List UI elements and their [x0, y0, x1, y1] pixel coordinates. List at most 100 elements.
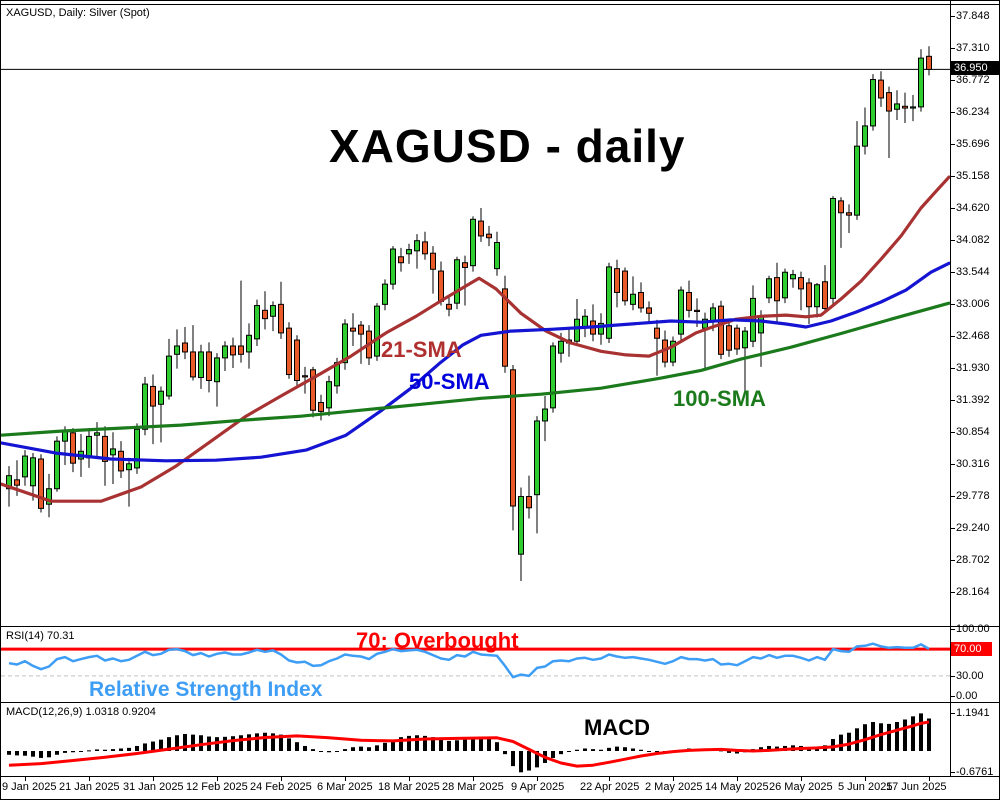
macd-histogram-bar — [247, 734, 251, 751]
macd-histogram-bar — [895, 722, 899, 751]
candle-body — [726, 325, 732, 351]
candle-body — [46, 488, 52, 505]
date-axis-label: 14 May 2025 — [705, 781, 769, 793]
candle-body — [190, 351, 196, 378]
candle-body — [118, 450, 124, 472]
candle-body — [694, 309, 700, 312]
macd-histogram-bar — [887, 723, 891, 751]
candle-body — [502, 288, 508, 367]
candle-body — [262, 309, 268, 320]
date-axis-tick — [801, 777, 802, 781]
price-axis-label: 36.772 — [956, 74, 990, 86]
date-axis-label: 17 Jun 2025 — [886, 781, 947, 793]
date-axis-tick — [865, 777, 866, 781]
date-axis-tick — [409, 777, 410, 781]
price-axis-label: 29.240 — [956, 522, 990, 534]
price-axis-tick — [950, 464, 955, 465]
main-price-chart[interactable] — [1, 1, 950, 626]
candle-body — [894, 103, 900, 110]
macd-histogram-bar — [71, 751, 75, 753]
date-axis-label: 22 Apr 2025 — [580, 781, 640, 793]
price-axis-tick — [950, 528, 955, 529]
macd-histogram-bar — [591, 749, 595, 751]
macd-histogram-bar — [303, 745, 307, 751]
price-axis-tick — [950, 272, 955, 273]
candle-body — [374, 305, 380, 357]
date-axis-tick — [217, 777, 218, 781]
macd-histogram-bar — [63, 751, 67, 753]
price-axis-tick — [950, 304, 955, 305]
price-axis-label: 37.848 — [956, 10, 990, 22]
macd-histogram-bar — [351, 747, 355, 751]
macd-histogram-bar — [455, 740, 459, 751]
candle-body — [390, 248, 396, 285]
candle-body — [150, 385, 156, 407]
candle-body — [838, 200, 844, 214]
macd-histogram-bar — [311, 749, 315, 751]
rsi-overbought-badge: 70.00 — [951, 642, 992, 656]
candle-body — [766, 278, 772, 299]
date-axis-tick — [929, 777, 930, 781]
candle-body — [790, 274, 796, 280]
price-axis-label: 37.310 — [956, 42, 990, 54]
macd-histogram-bar — [471, 737, 475, 751]
candle-body — [718, 305, 724, 355]
candle-body — [558, 340, 564, 354]
price-axis-tick — [950, 112, 955, 113]
rsi-name-annotation: Relative Strength Index — [89, 678, 323, 701]
macd-signal-line — [8, 720, 930, 768]
macd-histogram-bar — [167, 737, 171, 751]
macd-indicator-chart[interactable] — [1, 703, 950, 776]
macd-histogram-bar — [55, 751, 59, 755]
candle-body — [870, 79, 876, 127]
candle-body — [574, 318, 580, 342]
macd-histogram-bar — [415, 735, 419, 751]
macd-histogram-bar — [383, 742, 387, 751]
candle-body — [518, 495, 524, 555]
rsi-indicator-chart[interactable] — [1, 627, 950, 702]
chart-title-watermark: XAGUSD - daily — [329, 120, 686, 172]
macd-histogram-bar — [511, 751, 515, 767]
candle-body — [910, 106, 916, 109]
macd-histogram-bar — [535, 751, 539, 768]
candle-body — [510, 369, 516, 507]
macd-histogram-bar — [183, 733, 187, 751]
price-axis-tick — [950, 176, 955, 177]
macd-histogram-bar — [551, 751, 555, 758]
date-axis-tick — [737, 777, 738, 781]
macd-histogram-bar — [487, 738, 491, 751]
price-axis-label: 30.316 — [956, 458, 990, 470]
candle-body — [22, 455, 28, 478]
candle-body — [398, 256, 404, 264]
rsi-axis-label: 30.00 — [956, 670, 984, 682]
date-axis-tick — [673, 777, 674, 781]
date-axis-label: 18 Mar 2025 — [378, 781, 440, 793]
candle-body — [918, 57, 924, 108]
candle-body — [854, 145, 860, 216]
macd-histogram-bar — [607, 747, 611, 751]
candle-body — [174, 345, 180, 355]
macd-axis-tick — [950, 713, 955, 714]
sma50-line — [1, 261, 950, 463]
rsi-overbought-annotation: 70: Overbought — [356, 628, 519, 653]
macd-histogram-bar — [87, 750, 91, 752]
macd-histogram-bar — [375, 745, 379, 751]
macd-histogram-bar — [615, 746, 619, 751]
candle-body — [70, 432, 76, 464]
macd-histogram-bar — [119, 748, 123, 751]
macd-histogram-bar — [255, 733, 259, 751]
macd-histogram-bar — [151, 741, 155, 751]
candle-body — [878, 79, 884, 99]
macd-axis-tick — [950, 772, 955, 773]
candle-body — [462, 262, 468, 268]
macd-histogram-bar — [279, 734, 283, 751]
macd-histogram-bar — [831, 739, 835, 751]
rsi-indicator-label: RSI(14) 70.31 — [6, 630, 75, 642]
sma100-label: 100-SMA — [673, 386, 766, 411]
price-axis-label: 35.696 — [956, 138, 990, 150]
candle-body — [278, 303, 284, 334]
macd-histogram-bar — [223, 736, 227, 751]
candle-body — [230, 345, 236, 356]
price-axis-label: 31.930 — [956, 362, 990, 374]
macd-histogram-bar — [263, 732, 267, 751]
